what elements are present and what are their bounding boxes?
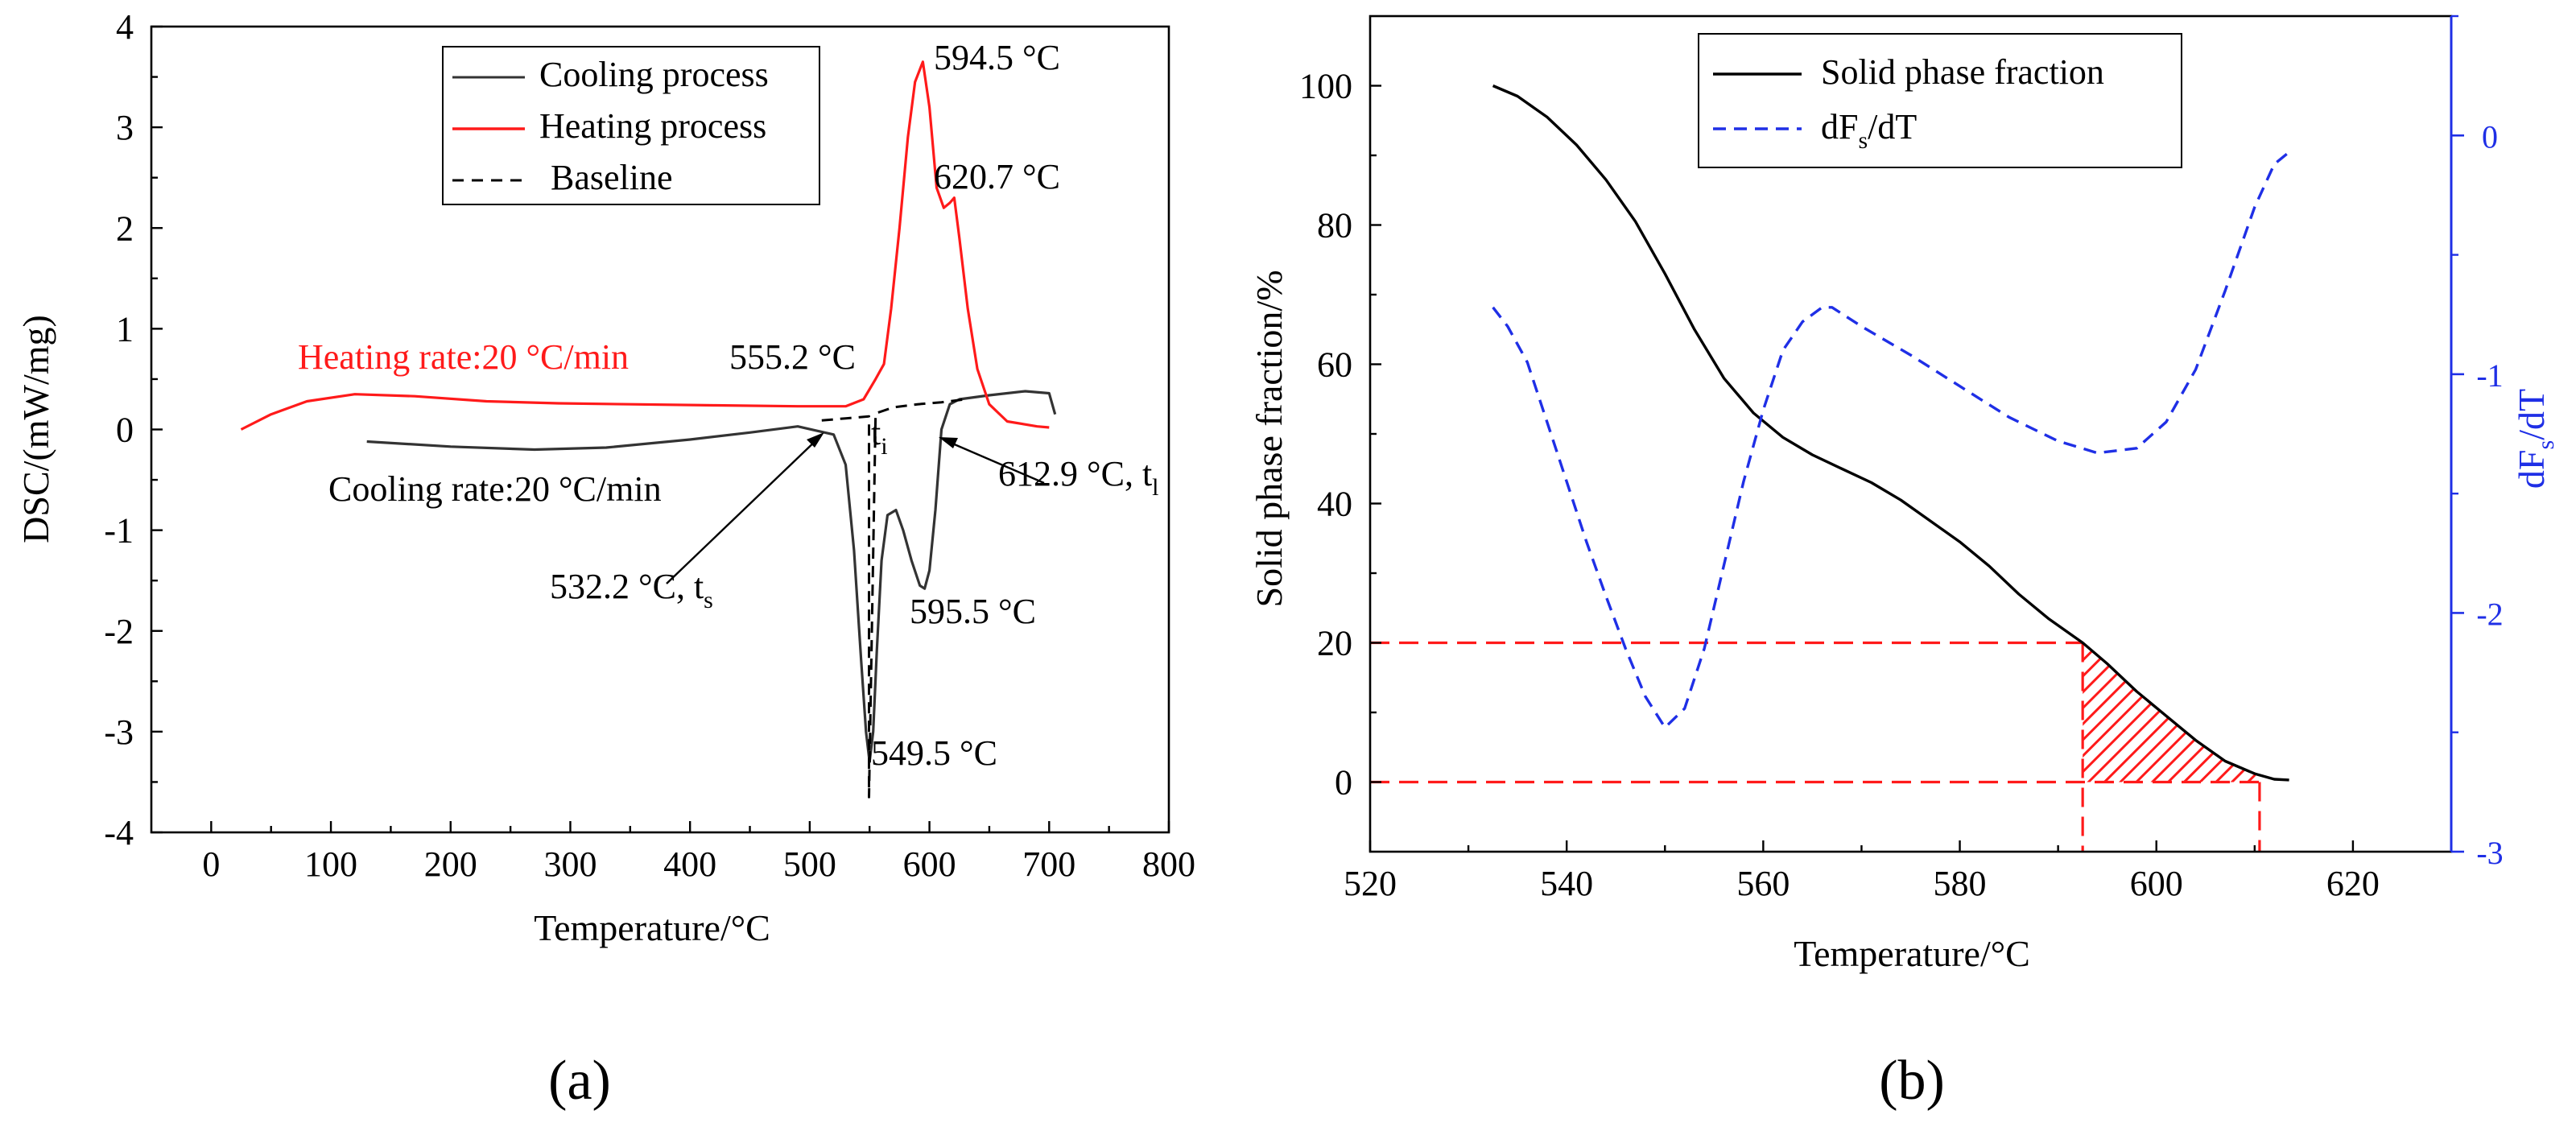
chart-a-x-tick-label: 100 [304, 844, 357, 884]
chart-b-y-tick-label: 40 [1317, 485, 1352, 524]
arrow-tl [944, 439, 1045, 485]
chart-a-y-tick-label: -2 [104, 612, 134, 651]
chart-b-y-tick-label: 80 [1317, 206, 1352, 246]
legend-label-solid-fraction: Solid phase fraction [1821, 52, 2104, 92]
chart-a-x-tick-label: 300 [543, 844, 597, 884]
chart-a-series-baseline [821, 398, 966, 799]
annotation-ti-sub: i [881, 433, 887, 460]
annotation-532-2: 532.2 °C, ts [550, 567, 713, 613]
legend-label-dfs-dt-sub: s [1858, 127, 1868, 154]
chart-b-x-tick-label: 540 [1540, 864, 1593, 903]
annotation-532-2-sub: s [704, 587, 713, 613]
chart-b-y2-axis-title-tail: /dT [2511, 389, 2552, 440]
chart-b-x-tick-label: 560 [1736, 864, 1790, 903]
chart-b-y2-tick-label: -2 [2476, 596, 2503, 632]
chart-b-series-dfs-dt [1492, 151, 2290, 729]
legend-label-cooling: Cooling process [539, 55, 769, 94]
chart-b-y-tick-label: 0 [1335, 763, 1352, 803]
chart-b-x-tick-label: 600 [2130, 864, 2183, 903]
chart-a-x-tick-label: 0 [202, 844, 220, 884]
chart-b-series [1492, 84, 2290, 782]
chart-b-x-tick-label: 580 [1934, 864, 1987, 903]
chart-b-y2-axis-title-main: dF [2511, 449, 2552, 489]
chart-a-annotations: 594.5 °C 620.7 °C Heating rate:20 °C/min… [298, 38, 1159, 773]
annotation-620-7: 620.7 °C [934, 157, 1060, 196]
chart-a-y-tick-label: 0 [116, 411, 134, 450]
chart-b-y2-ticks: -3 -2 -1 0 [2451, 14, 2504, 871]
chart-b: 520 540 560 580 600 620 0 20 40 60 80 100 -3 -2 -1 0 … [1249, 14, 2559, 1112]
chart-b-shaded-region [2083, 642, 2260, 782]
annotation-612-9: 612.9 °C, tl [998, 454, 1159, 501]
annotation-ti: ti [871, 413, 888, 460]
annotation-612-9-sub: l [1152, 474, 1158, 501]
annotation-cooling-rate: Cooling rate:20 °C/min [328, 469, 662, 509]
chart-a-y-tick-label: 3 [116, 108, 134, 147]
chart-a-y-axis-title: DSC/(mW/mg) [15, 315, 56, 543]
chart-b-y2-tick-label: 0 [2482, 118, 2498, 155]
chart-a-y-ticks: -4 -3 -2 -1 0 1 2 3 4 [104, 7, 163, 852]
annotation-549-5: 549.5 °C [871, 733, 997, 773]
annotation-555-2: 555.2 °C [729, 337, 856, 377]
chart-b-y-tick-label: 20 [1317, 624, 1352, 663]
annotation-594-5: 594.5 °C [934, 38, 1060, 77]
chart-a-x-axis-title: Temperature/°C [534, 907, 770, 948]
chart-a-series [240, 60, 1057, 799]
arrow-ts [666, 436, 820, 584]
chart-a: 0 100 200 300 400 500 600 700 800 -4-3-2-101234 … [15, 7, 1195, 1112]
chart-a-y-tick-label: -3 [104, 712, 134, 752]
annotation-ti-main: t [871, 413, 881, 452]
chart-a-series-heating-process [240, 60, 1050, 431]
chart-b-x-axis-title: Temperature/°C [1794, 933, 2030, 974]
legend-label-baseline: Baseline [551, 158, 673, 197]
chart-b-legend: Solid phase fraction dFs/dT [1698, 33, 2182, 168]
legend-label-dfs-dt-main: dF [1821, 107, 1858, 147]
legend-label-heating: Heating process [539, 106, 766, 146]
chart-a-legend-box [442, 46, 820, 205]
annotation-heating-rate: Heating rate:20 °C/min [298, 337, 629, 377]
chart-b-x-tick-label: 620 [2326, 864, 2380, 903]
chart-a-y-tick-label: 1 [116, 309, 134, 349]
chart-a-series-cooling-process [366, 390, 1057, 763]
chart-a-x-tick-label: 500 [783, 844, 836, 884]
chart-a-x-tick-label: 400 [663, 844, 716, 884]
legend-label-dfs-dt: dFs/dT [1821, 107, 1917, 154]
chart-a-x-tick-label: 200 [424, 844, 477, 884]
chart-b-y2-tick-label: -3 [2476, 835, 2503, 871]
chart-b-y2-tick-label: -1 [2476, 357, 2503, 394]
panel-label-a: (a) [548, 1050, 611, 1112]
chart-b-y-axis-title: Solid phase fraction/% [1249, 270, 1290, 607]
chart-b-reference-lines [1370, 641, 2261, 852]
chart-b-y-tick-label: 100 [1299, 67, 1352, 106]
chart-a-legend: Cooling process Heating process Baseline [442, 46, 820, 205]
chart-a-y-tick-label: -1 [104, 511, 134, 551]
chart-a-y-tick-label: 4 [116, 7, 134, 47]
chart-a-x-ticks: 0 100 200 300 400 500 600 700 800 [202, 821, 1195, 884]
chart-a-arrows [666, 432, 1045, 584]
chart-b-legend-box [1698, 33, 2182, 168]
chart-b-x-tick-label: 520 [1344, 864, 1397, 903]
panel-label-b: (b) [1879, 1050, 1945, 1112]
chart-b-y2-axis-title-sub: s [2533, 440, 2559, 450]
annotation-612-9-main: 612.9 °C, t [998, 454, 1152, 493]
legend-label-dfs-dt-tail: /dT [1868, 107, 1917, 147]
chart-b-hatched-area [2083, 642, 2260, 782]
arrow-ts-head [807, 432, 824, 448]
chart-b-x-ticks: 520 540 560 580 600 620 [1344, 840, 2380, 903]
arrow-tl-head [939, 437, 958, 448]
chart-a-x-tick-label: 600 [903, 844, 956, 884]
annotation-595-5: 595.5 °C [910, 592, 1036, 631]
chart-b-y2-axis-title: dFs/dT [2511, 389, 2559, 489]
chart-b-y-ticks: 0 20 40 60 80 100 [1299, 67, 1381, 803]
chart-b-y-tick-label: 60 [1317, 345, 1352, 385]
chart-a-x-tick-label: 800 [1142, 844, 1195, 884]
annotation-532-2-main: 532.2 °C, t [550, 567, 704, 606]
chart-a-y-tick-label: -4 [104, 813, 134, 852]
chart-a-y-tick-label: 2 [116, 208, 134, 248]
chart-b-series-solid-phase-fraction [1492, 84, 2289, 782]
chart-a-x-tick-label: 700 [1022, 844, 1075, 884]
